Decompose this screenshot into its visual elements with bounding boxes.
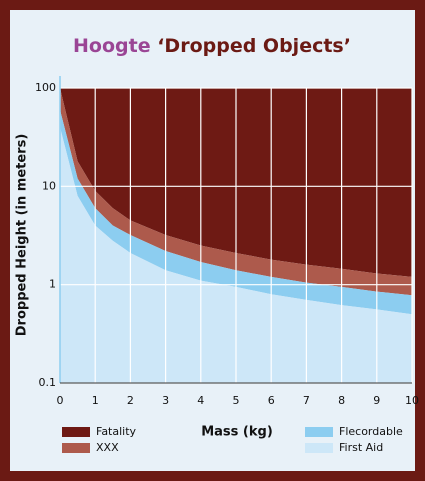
x-tick-label: 4 bbox=[197, 394, 204, 407]
area bbox=[60, 127, 412, 383]
x-tick-label: 10 bbox=[405, 394, 419, 407]
y-tick-label: 100 bbox=[35, 81, 56, 94]
x-tick-label: 0 bbox=[57, 394, 64, 407]
chart-title: Hoogte ‘Dropped Objects’ bbox=[73, 35, 351, 57]
legend-label: XXX bbox=[96, 441, 119, 454]
x-tick-label: 5 bbox=[233, 394, 240, 407]
x-tick-label: 7 bbox=[303, 394, 310, 407]
title-part: Hoogte bbox=[73, 35, 151, 57]
legend-swatch bbox=[62, 427, 90, 437]
y-tick-label: 0.1 bbox=[39, 376, 57, 389]
legend-swatch bbox=[305, 443, 333, 453]
x-tick-label: 8 bbox=[338, 394, 345, 407]
x-tick-label: 6 bbox=[268, 394, 275, 407]
legend-label: Fatality bbox=[96, 425, 137, 438]
x-tick-label: 2 bbox=[127, 394, 134, 407]
legend-swatch bbox=[62, 443, 90, 453]
legend-swatch bbox=[305, 427, 333, 437]
x-tick-label: 1 bbox=[92, 394, 99, 407]
y-tick-label: 10 bbox=[42, 179, 56, 192]
legend-label: Flecordable bbox=[339, 425, 403, 438]
legend-label: First Aid bbox=[339, 441, 383, 454]
x-tick-label: 9 bbox=[373, 394, 380, 407]
y-tick-label: 1 bbox=[49, 278, 56, 291]
y-axis-label: Dropped Height (in meters) bbox=[15, 134, 30, 337]
x-axis-label: Mass (kg) bbox=[201, 425, 273, 440]
x-tick-label: 3 bbox=[162, 394, 169, 407]
title-part: ‘Dropped Objects’ bbox=[157, 35, 351, 57]
